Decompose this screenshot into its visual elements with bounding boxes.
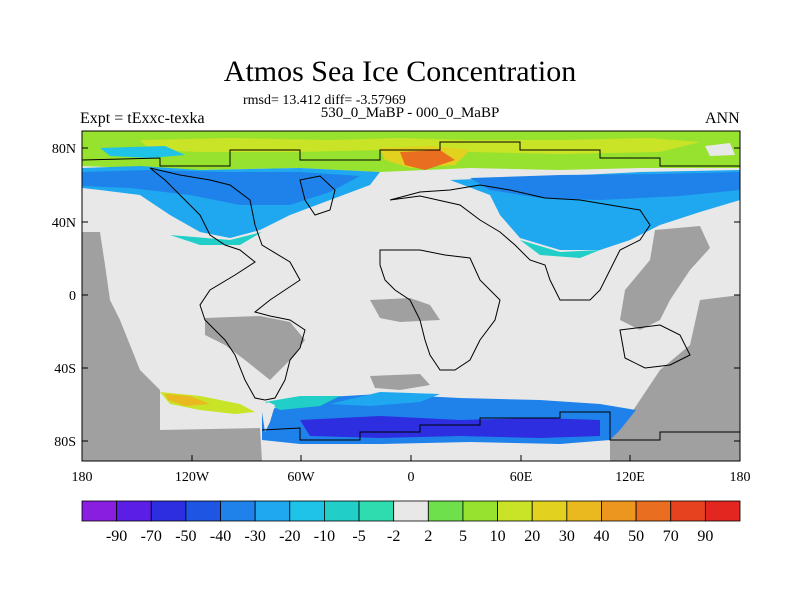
y-axis-labels: 80N 40N 0 40S 80S	[52, 142, 76, 450]
southern-white-gap	[262, 402, 275, 432]
experiment-label: Expt = tExxc-texka	[80, 110, 205, 127]
land-africa-west	[370, 298, 440, 322]
southern-edge-2	[330, 392, 440, 406]
colorbar-box	[150, 500, 187, 522]
colorbar-box	[289, 500, 325, 522]
colorbar-label: 30	[559, 528, 575, 545]
colorbar-label: -90	[106, 528, 127, 545]
colorbar-label: 50	[628, 528, 644, 545]
colorbar-box	[427, 500, 464, 522]
stats-text: rmsd= 13.412 diff= -3.57969	[243, 93, 406, 108]
southern-edge	[265, 396, 340, 410]
land-antarctica-west	[82, 428, 262, 461]
land-south-atlantic	[370, 374, 430, 390]
arctic-cyan-patch	[100, 146, 185, 158]
y-tick-label: 80N	[52, 142, 76, 157]
colorbar-box	[116, 500, 152, 522]
colorbar-label: 20	[524, 528, 540, 545]
colorbar-box	[462, 500, 498, 522]
colorbar-box	[531, 500, 568, 522]
colorbar-box	[704, 500, 741, 522]
eurasia-edge	[520, 240, 600, 258]
southern-orange-patch	[165, 394, 210, 406]
land-south-america	[205, 316, 305, 380]
colorbar-box	[497, 500, 533, 522]
colorbar-label: 40	[593, 528, 609, 545]
colorbar-box	[393, 500, 429, 522]
colorbar-label: 70	[663, 528, 679, 545]
arctic-white-patch	[705, 143, 735, 156]
colorbar-label: -20	[279, 528, 300, 545]
antarctica-coast	[261, 411, 740, 441]
colorbar-label: -10	[314, 528, 335, 545]
coastlines	[82, 141, 740, 441]
x-axis-labels: 180 120W 60W 0 60E 120E 180	[72, 470, 751, 485]
colorbar-label: 90	[697, 528, 713, 545]
x-tick-label: 0	[408, 470, 415, 485]
colorbar-box	[358, 500, 395, 522]
colorbar-box	[670, 500, 706, 522]
colorbar	[81, 500, 741, 522]
land-antarctica-east	[610, 418, 740, 461]
x-tick-label: 60W	[287, 470, 315, 485]
colorbar-box	[81, 500, 118, 522]
y-tick-label: 40S	[54, 362, 76, 377]
map-field	[82, 131, 740, 461]
africa-coast	[379, 249, 501, 371]
x-tick-label: 180	[730, 470, 751, 485]
eurasia-coast	[389, 184, 651, 301]
subtitle-label: 530_0_MaBP - 000_0_MaBP	[320, 105, 500, 121]
arctic-max-patch	[400, 150, 455, 170]
na-edge	[170, 232, 262, 245]
colorbar-labels: -90 -70 -50 -40 -30 -20 -10 -5 -2 2 5 10 20 30 40 50 70 9…	[106, 528, 713, 545]
land-east-asia	[620, 226, 710, 330]
colorbar-label: -50	[175, 528, 196, 545]
colorbar-box	[601, 500, 637, 522]
y-tick-label: 40N	[52, 216, 76, 231]
y-tick-label: 80S	[54, 435, 76, 450]
colorbar-label: -2	[387, 528, 400, 545]
plot-title: Atmos Sea Ice Concentration	[223, 55, 577, 88]
colorbar-label: -70	[141, 528, 162, 545]
colorbar-label: -40	[210, 528, 231, 545]
colorbar-label: -5	[352, 528, 365, 545]
x-tick-label: 180	[72, 470, 93, 485]
x-tick-label: 120E	[615, 470, 645, 485]
colorbar-box	[185, 500, 221, 522]
colorbar-box	[324, 500, 360, 522]
arctic-coast	[82, 141, 740, 167]
colorbar-label: -30	[244, 528, 265, 545]
axis-ticks	[81, 147, 741, 461]
colorbar-box	[635, 500, 672, 522]
australia-coast	[619, 324, 691, 369]
x-tick-label: 60E	[510, 470, 533, 485]
colorbar-label: 5	[459, 528, 467, 545]
colorbar-box	[566, 500, 602, 522]
y-tick-label: 0	[69, 289, 76, 304]
colorbar-box	[220, 500, 256, 522]
colorbar-label: 2	[424, 528, 432, 545]
na-blue-core	[82, 170, 360, 205]
land-west-pacific	[82, 232, 160, 440]
x-tick-label: 120W	[175, 470, 210, 485]
americas-coast	[149, 167, 306, 401]
season-label: ANN	[705, 110, 740, 127]
colorbar-label: 10	[490, 528, 506, 545]
colorbar-box	[254, 500, 291, 522]
eurasia-blue-core	[470, 172, 740, 200]
greenland-coast	[299, 175, 336, 216]
